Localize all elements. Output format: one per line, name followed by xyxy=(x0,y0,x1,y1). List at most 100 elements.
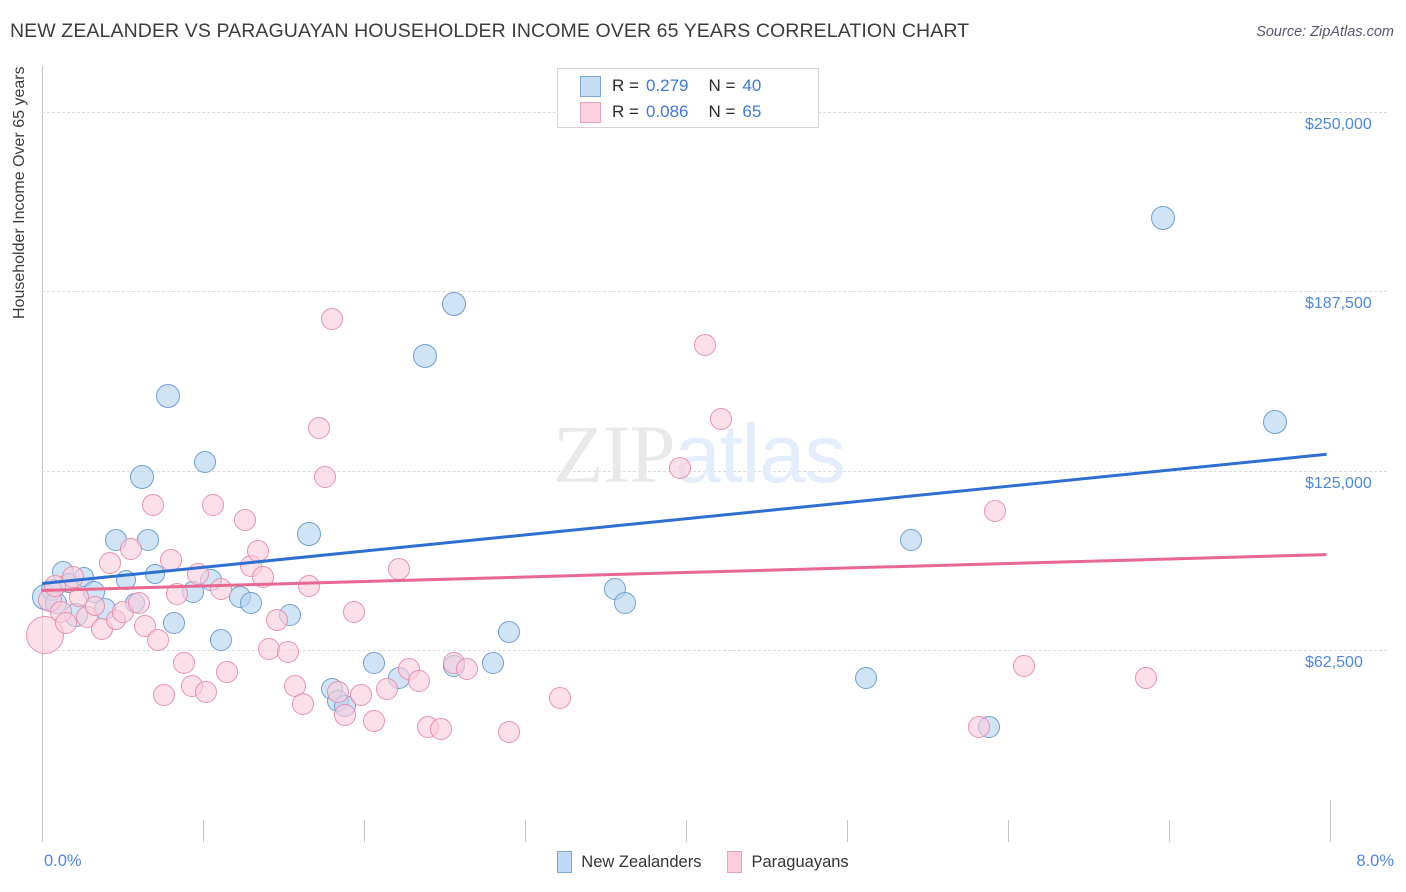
data-point[interactable] xyxy=(442,292,467,317)
data-point[interactable] xyxy=(129,464,154,489)
legend-r-label-pg: R = xyxy=(612,102,639,121)
legend-swatch-paraguayans xyxy=(580,101,601,123)
data-point[interactable] xyxy=(855,666,878,689)
plot-area xyxy=(26,66,1330,830)
data-point[interactable] xyxy=(209,577,232,600)
legend-row-new-zealanders: R = 0.279 N = 40 xyxy=(580,73,761,99)
data-point[interactable] xyxy=(153,684,176,706)
data-point[interactable] xyxy=(613,592,636,615)
data-point[interactable] xyxy=(233,508,256,531)
y-axis-tick-label: $187,500 xyxy=(1305,295,1372,313)
data-point[interactable] xyxy=(240,592,263,615)
data-point[interactable] xyxy=(307,416,330,439)
data-point[interactable] xyxy=(1263,410,1288,435)
trendline-pg xyxy=(42,552,1327,592)
data-point[interactable] xyxy=(155,384,180,409)
x-axis-tick xyxy=(525,820,526,842)
data-point[interactable] xyxy=(142,494,165,517)
y-axis-tick-label: $62,500 xyxy=(1305,654,1363,672)
y-axis-title: Householder Income Over 65 years xyxy=(11,66,28,319)
gridline xyxy=(42,650,1387,652)
data-point[interactable] xyxy=(146,629,169,652)
gridline xyxy=(42,291,1387,293)
data-point[interactable] xyxy=(1013,655,1036,678)
data-point[interactable] xyxy=(1135,666,1158,689)
data-point[interactable] xyxy=(119,537,142,560)
series-legend-item-new-zealanders[interactable]: New Zealanders xyxy=(557,851,701,873)
data-point[interactable] xyxy=(900,528,923,551)
data-point[interactable] xyxy=(187,563,210,586)
data-point[interactable] xyxy=(115,570,136,591)
x-axis-tick xyxy=(686,820,687,842)
data-point[interactable] xyxy=(216,661,239,684)
data-point[interactable] xyxy=(362,652,385,675)
data-point[interactable] xyxy=(327,681,350,704)
series-swatch-new-zealanders xyxy=(557,851,573,873)
data-point[interactable] xyxy=(98,551,121,574)
legend-row-paraguayans: R = 0.086 N = 65 xyxy=(580,99,761,125)
data-point[interactable] xyxy=(195,681,218,704)
data-point[interactable] xyxy=(26,615,65,654)
legend-n-value-nz: 40 xyxy=(742,76,762,95)
data-point[interactable] xyxy=(163,612,186,635)
data-point[interactable] xyxy=(209,629,232,652)
data-point[interactable] xyxy=(362,709,385,732)
data-point[interactable] xyxy=(497,620,520,643)
data-point[interactable] xyxy=(984,500,1007,523)
legend-n-label-nz: N = xyxy=(708,76,736,95)
data-point[interactable] xyxy=(85,595,106,616)
data-point[interactable] xyxy=(549,686,572,709)
data-point[interactable] xyxy=(413,344,438,369)
data-point[interactable] xyxy=(166,583,189,606)
data-point[interactable] xyxy=(968,715,991,738)
data-point[interactable] xyxy=(407,669,430,692)
data-point[interactable] xyxy=(668,457,691,480)
data-point[interactable] xyxy=(144,564,165,585)
data-point[interactable] xyxy=(159,549,182,571)
data-point[interactable] xyxy=(43,574,66,597)
data-point[interactable] xyxy=(266,609,289,632)
legend-swatch-new-zealanders xyxy=(580,75,601,97)
data-point[interactable] xyxy=(481,652,504,675)
data-point[interactable] xyxy=(277,640,300,663)
correlation-legend: R = 0.279 N = 40 R = 0.086 N = 65 xyxy=(557,68,819,128)
legend-r-label-nz: R = xyxy=(612,76,639,95)
x-axis-tick xyxy=(364,820,365,842)
data-point[interactable] xyxy=(343,600,366,623)
data-point[interactable] xyxy=(388,557,411,580)
data-point[interactable] xyxy=(127,592,150,615)
data-point[interactable] xyxy=(1150,206,1175,231)
data-point[interactable] xyxy=(246,540,269,563)
data-point[interactable] xyxy=(172,652,195,675)
x-axis-tick xyxy=(203,820,204,842)
series-legend-item-paraguayans[interactable]: Paraguayans xyxy=(727,851,849,873)
source-attribution: Source: ZipAtlas.com xyxy=(1256,24,1394,40)
y-axis-line xyxy=(42,66,43,830)
data-point[interactable] xyxy=(349,684,372,706)
legend-n-label-pg: N = xyxy=(708,102,736,121)
data-point[interactable] xyxy=(291,692,314,715)
data-point[interactable] xyxy=(251,566,274,589)
data-point[interactable] xyxy=(55,612,78,635)
data-point[interactable] xyxy=(430,718,453,741)
data-point[interactable] xyxy=(333,704,356,727)
data-point[interactable] xyxy=(201,494,224,517)
data-point[interactable] xyxy=(320,307,343,330)
data-point[interactable] xyxy=(297,522,322,547)
data-point[interactable] xyxy=(456,658,479,681)
data-point[interactable] xyxy=(497,721,520,744)
data-point[interactable] xyxy=(193,451,216,474)
series-label-paraguayans: Paraguayans xyxy=(751,852,849,871)
data-point[interactable] xyxy=(314,465,337,488)
series-legend: New Zealanders Paraguayans xyxy=(0,851,1406,873)
data-point[interactable] xyxy=(710,408,733,431)
x-axis-tick xyxy=(1169,820,1170,842)
data-point[interactable] xyxy=(694,333,717,356)
data-point[interactable] xyxy=(375,678,398,701)
gridline xyxy=(42,470,1387,472)
series-label-new-zealanders: New Zealanders xyxy=(581,852,702,871)
data-point[interactable] xyxy=(298,574,321,597)
y-axis-tick-label: $250,000 xyxy=(1305,115,1372,133)
y-axis-tick-label: $125,000 xyxy=(1305,474,1372,492)
